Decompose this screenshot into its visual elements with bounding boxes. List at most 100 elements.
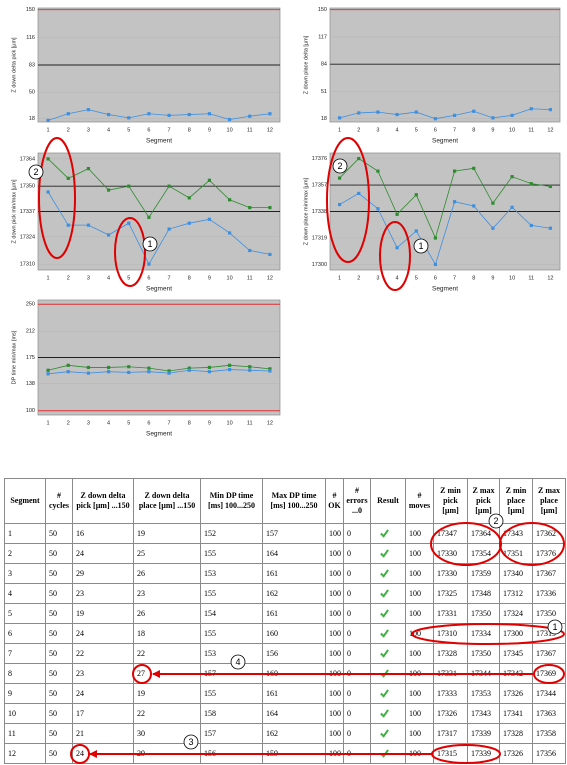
- table-cell: 17326: [499, 743, 533, 764]
- table-row: 5 50 19 26 154 161 100 0 100 17331 17350 17324 17350: [4, 603, 566, 624]
- data-point: [548, 226, 553, 230]
- table-cell: 158: [200, 703, 263, 724]
- data-point: [452, 113, 457, 117]
- table-cell: 8: [4, 663, 46, 684]
- table-cell: 17336: [532, 583, 566, 604]
- table-cell: 100: [325, 523, 344, 544]
- table-cell: 23: [72, 663, 134, 684]
- x-tick-label: 7: [453, 127, 456, 133]
- data-point: [86, 371, 91, 375]
- table-cell: 22: [133, 703, 201, 724]
- table-cell: 17364: [467, 523, 500, 544]
- table-cell: 157: [262, 523, 326, 544]
- pass-icon: [380, 689, 389, 699]
- data-point: [106, 112, 111, 117]
- data-point: [66, 176, 70, 180]
- series-line: [47, 191, 270, 266]
- check-mark: [380, 749, 389, 759]
- x-tick-label: 5: [127, 275, 130, 281]
- table-cell: 17312: [499, 583, 533, 604]
- data-point: [433, 117, 438, 121]
- y-tick-label: 18: [29, 116, 35, 122]
- data-point: [414, 193, 418, 197]
- data-point: [167, 369, 171, 373]
- x-tick-label: 7: [168, 420, 171, 426]
- data-point: [127, 370, 131, 375]
- table-cell: 17347: [433, 523, 468, 544]
- data-point: [86, 223, 91, 227]
- data-point: [46, 368, 50, 372]
- y-tick-label: 17350: [20, 184, 35, 190]
- x-tick-label: 1: [338, 127, 341, 133]
- table-cell: 50: [45, 643, 73, 664]
- table-cell: 17342: [499, 663, 533, 684]
- data-point: [268, 367, 272, 371]
- data-point: [268, 206, 272, 210]
- table-cell: 19: [72, 603, 134, 624]
- table-cell: 152: [200, 523, 263, 544]
- series-line: [47, 364, 270, 372]
- table-cell: 50: [45, 563, 73, 584]
- table-cell: 17356: [532, 743, 566, 764]
- result-cell: [370, 683, 406, 704]
- table-cell: 100: [405, 663, 434, 684]
- table-cell: 17339: [467, 723, 500, 744]
- table-cell: 50: [45, 603, 73, 624]
- y-axis-label: Z down place delta [µm]: [303, 35, 309, 94]
- check-mark: [380, 729, 389, 739]
- x-tick-label: 6: [147, 275, 150, 281]
- column-header: Z min place [µm]: [499, 478, 533, 524]
- result-cell: [370, 743, 406, 764]
- x-tick-label: 1: [47, 127, 50, 133]
- table-cell: 19: [133, 683, 201, 704]
- data-point: [337, 202, 342, 207]
- x-axis-label: Segment: [146, 138, 172, 145]
- table-cell: 155: [200, 683, 263, 704]
- table-cell: 3: [4, 563, 46, 584]
- table-cell: 157: [200, 663, 263, 684]
- result-cell: [370, 623, 406, 644]
- x-tick-label: 11: [247, 127, 253, 133]
- table-cell: 17326: [499, 683, 533, 704]
- table-cell: 21: [72, 723, 134, 744]
- table-cell: 0: [343, 603, 371, 624]
- y-tick-label: 51: [321, 89, 327, 95]
- x-tick-label: 6: [147, 420, 150, 426]
- x-tick-label: 6: [147, 127, 150, 133]
- data-point: [268, 369, 272, 373]
- table-cell: 17310: [433, 623, 468, 644]
- table-cell: 17363: [532, 703, 566, 724]
- table-cell: 19: [133, 523, 201, 544]
- table-cell: 50: [45, 583, 73, 604]
- x-tick-label: 7: [168, 275, 171, 281]
- x-tick-label: 5: [415, 127, 418, 133]
- table-cell: 50: [45, 543, 73, 564]
- y-tick-label: 17337: [20, 209, 35, 215]
- x-axis-label: Segment: [432, 286, 458, 293]
- table-cell: 155: [200, 583, 263, 604]
- column-header: Segment: [4, 478, 46, 524]
- table-cell: 0: [343, 543, 371, 564]
- table-cell: 17341: [499, 703, 533, 724]
- y-tick-label: 116: [26, 35, 35, 41]
- pass-icon: [380, 649, 389, 659]
- table-cell: 17326: [433, 703, 468, 724]
- table-row: 4 50 23 23 155 162 100 0 100 17325 17348 17312 17336: [4, 583, 566, 604]
- data-point: [248, 114, 252, 118]
- table-cell: 17358: [532, 723, 566, 744]
- data-point: [207, 370, 212, 374]
- x-tick-label: 12: [267, 275, 273, 281]
- data-point: [147, 262, 151, 266]
- data-point: [395, 246, 399, 250]
- data-point: [376, 169, 380, 173]
- data-point: [207, 365, 212, 370]
- column-header: # errors ...0: [343, 478, 371, 524]
- y-tick-label: 83: [29, 62, 35, 68]
- table-cell: 17354: [467, 543, 500, 564]
- result-cell: [370, 703, 406, 724]
- data-point: [167, 227, 171, 231]
- data-point: [167, 113, 171, 117]
- table-cell: 17343: [467, 703, 500, 724]
- x-tick-label: 9: [208, 275, 211, 281]
- table-cell: 50: [45, 683, 73, 704]
